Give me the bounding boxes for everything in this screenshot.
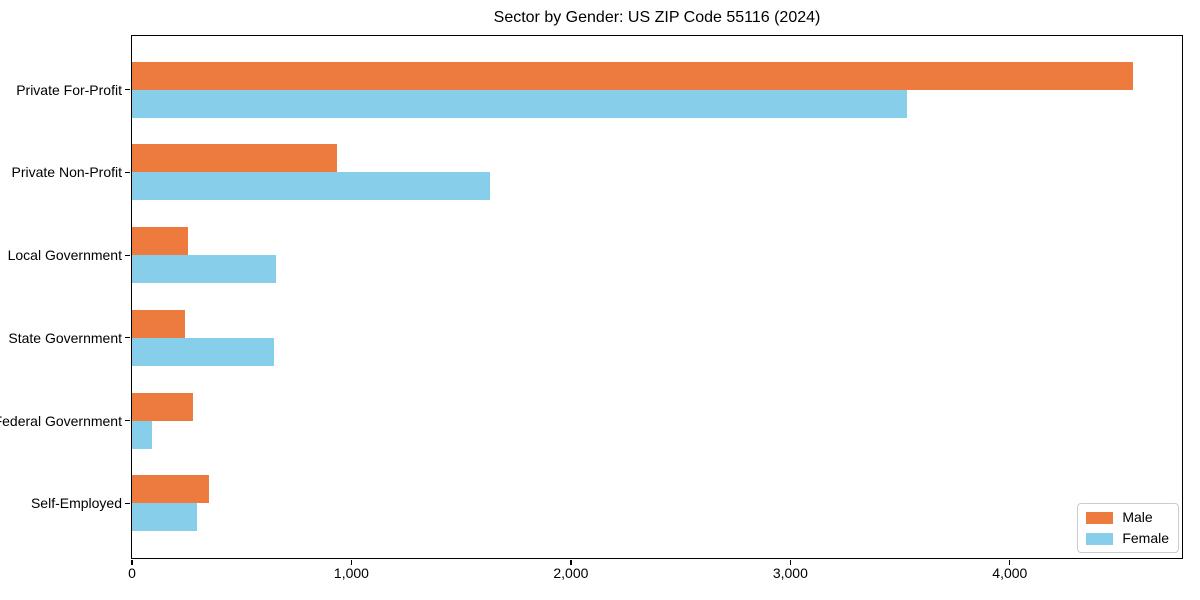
- y-tick-label: Private Non-Profit: [11, 164, 122, 181]
- chart-title: Sector by Gender: US ZIP Code 55116 (202…: [493, 9, 821, 26]
- legend-swatch-female-icon: [1086, 532, 1114, 545]
- legend-swatch-male-icon: [1086, 511, 1114, 524]
- x-tick-mark: [789, 560, 791, 565]
- y-tick-mark: [125, 502, 130, 504]
- y-tick-mark: [125, 419, 130, 422]
- y-tick-label: Private For-Profit: [16, 81, 122, 98]
- bar-male-2: [132, 227, 188, 256]
- bar-female-1: [132, 172, 490, 201]
- x-tick-mark: [131, 560, 133, 565]
- bar-male-4: [132, 392, 194, 421]
- bar-male-5: [132, 475, 209, 504]
- legend-entry-male: Male: [1086, 510, 1169, 525]
- bar-male-0: [132, 61, 1133, 90]
- y-tick-label: State Government: [8, 329, 122, 346]
- bar-male-1: [132, 144, 338, 173]
- x-tick-label: 2,000: [553, 565, 589, 581]
- x-tick-mark: [350, 560, 353, 565]
- legend-label-male: Male: [1122, 509, 1153, 525]
- x-tick-label: 1,000: [333, 565, 369, 581]
- y-tick-mark: [125, 171, 130, 174]
- y-tick-mark: [125, 89, 130, 91]
- bar-male-3: [132, 309, 185, 338]
- x-tick-mark: [570, 560, 572, 565]
- bar-female-4: [132, 420, 152, 449]
- y-tick-mark: [125, 254, 130, 256]
- bar-female-3: [132, 337, 274, 366]
- x-tick-label: 3,000: [772, 565, 808, 581]
- bar-female-0: [132, 89, 907, 118]
- x-tick-mark: [1009, 560, 1011, 565]
- plot-area: Male Female Private For-Profit Private No…: [0, 35, 1183, 581]
- y-tick-mark: [125, 337, 130, 339]
- y-tick-label: Self-Employed: [30, 495, 122, 512]
- y-tick-label: Local Government: [7, 247, 122, 264]
- bar-female-2: [132, 255, 276, 284]
- legend: Male Female: [1077, 503, 1179, 553]
- x-tick-label: 4,000: [992, 565, 1028, 581]
- x-tick-label: 0: [128, 565, 136, 581]
- legend-label-female: Female: [1122, 530, 1169, 546]
- y-tick-label: Federal Government: [0, 412, 122, 429]
- bar-female-5: [132, 503, 197, 532]
- legend-entry-female: Female: [1086, 531, 1169, 546]
